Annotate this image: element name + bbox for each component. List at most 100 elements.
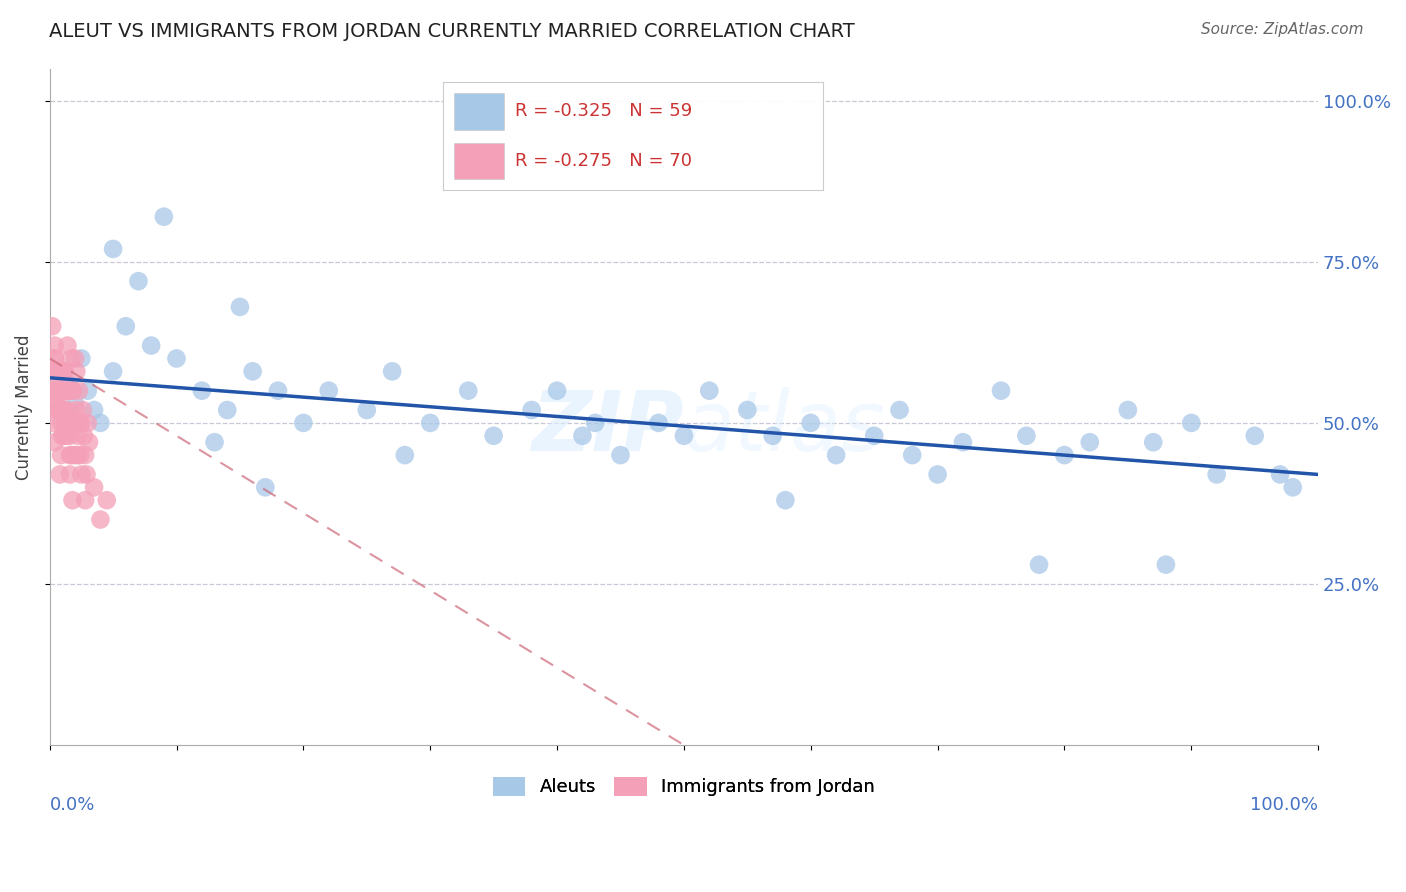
Point <box>59 467 82 482</box>
Point <box>53 429 76 443</box>
Point <box>70 351 93 366</box>
Point <box>58 384 80 398</box>
Point <box>318 384 340 398</box>
Point <box>73 429 96 443</box>
Point <box>1142 435 1164 450</box>
Point <box>51 403 73 417</box>
Point <box>647 416 669 430</box>
Point <box>58 377 80 392</box>
Point <box>59 429 82 443</box>
Point <box>609 448 631 462</box>
Point <box>44 351 66 366</box>
Point <box>56 384 79 398</box>
Point <box>49 467 72 482</box>
Point <box>96 493 118 508</box>
Point <box>51 403 73 417</box>
Point <box>63 351 86 366</box>
Point <box>697 384 720 398</box>
Point <box>62 416 84 430</box>
Point <box>1268 467 1291 482</box>
Point <box>77 435 100 450</box>
Point <box>44 351 66 366</box>
Point <box>45 396 67 410</box>
Point <box>42 384 65 398</box>
Point <box>42 384 65 398</box>
Point <box>101 364 124 378</box>
Point <box>990 384 1012 398</box>
Point <box>75 448 97 462</box>
Point <box>60 351 83 366</box>
Point <box>419 416 441 430</box>
Point <box>1053 448 1076 462</box>
Point <box>583 416 606 430</box>
Point <box>254 480 277 494</box>
Point <box>59 448 82 462</box>
Point <box>46 384 69 398</box>
Point <box>51 429 73 443</box>
Point <box>229 300 252 314</box>
Point <box>58 416 80 430</box>
Point <box>1078 435 1101 450</box>
Point <box>62 384 84 398</box>
Point <box>46 396 69 410</box>
Point <box>89 512 111 526</box>
Point <box>672 429 695 443</box>
Point <box>45 403 67 417</box>
Point <box>62 384 84 398</box>
Point <box>394 448 416 462</box>
Point <box>69 416 91 430</box>
Point <box>46 364 69 378</box>
Text: ZIP: ZIP <box>531 386 683 467</box>
Point <box>55 384 77 398</box>
Point <box>44 338 66 352</box>
Point <box>55 429 77 443</box>
Point <box>482 429 505 443</box>
Point <box>49 403 72 417</box>
Text: Source: ZipAtlas.com: Source: ZipAtlas.com <box>1201 22 1364 37</box>
Point <box>267 384 290 398</box>
Text: atlas: atlas <box>683 386 886 467</box>
Point <box>1281 480 1303 494</box>
Point <box>46 371 69 385</box>
Point <box>49 448 72 462</box>
Point <box>44 435 66 450</box>
Point <box>775 493 797 508</box>
Point <box>1180 416 1202 430</box>
Point <box>546 384 568 398</box>
Point <box>127 274 149 288</box>
Point <box>800 416 823 430</box>
Point <box>63 448 86 462</box>
Point <box>69 448 91 462</box>
Point <box>863 429 886 443</box>
Point <box>56 338 79 352</box>
Point <box>63 396 86 410</box>
Point <box>927 467 949 482</box>
Point <box>56 403 79 417</box>
Point <box>48 403 70 417</box>
Point <box>242 364 264 378</box>
Point <box>75 493 97 508</box>
Point <box>83 403 105 417</box>
Point <box>571 429 593 443</box>
Point <box>191 384 214 398</box>
Point <box>952 435 974 450</box>
Point <box>889 403 911 417</box>
Point <box>41 319 63 334</box>
Point <box>70 467 93 482</box>
Legend: Aleuts, Immigrants from Jordan: Aleuts, Immigrants from Jordan <box>485 770 882 804</box>
Point <box>41 364 63 378</box>
Point <box>67 384 90 398</box>
Point <box>53 364 76 378</box>
Point <box>48 364 70 378</box>
Point <box>70 416 93 430</box>
Point <box>204 435 226 450</box>
Point <box>737 403 759 417</box>
Point <box>292 416 315 430</box>
Point <box>49 416 72 430</box>
Point <box>60 448 83 462</box>
Point <box>762 429 785 443</box>
Point <box>901 448 924 462</box>
Point <box>65 364 87 378</box>
Point <box>166 351 188 366</box>
Point <box>41 416 63 430</box>
